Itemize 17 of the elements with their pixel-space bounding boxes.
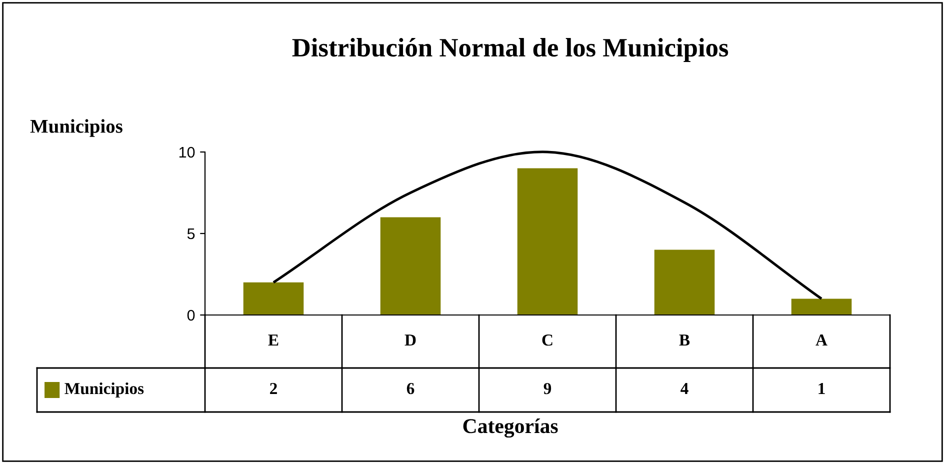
data-label: 4	[680, 383, 688, 394]
data-label: 9	[544, 382, 552, 394]
y-tick-label: 0	[187, 310, 195, 321]
x-tick-label: E	[268, 334, 278, 346]
x-tick-label: C	[542, 334, 552, 346]
chart-title: Distribución Normal de los Municipios	[292, 38, 728, 62]
y-tick-label: 5	[187, 228, 195, 240]
y-tick-label: 10	[179, 146, 195, 158]
x-axis-title: Categorías	[463, 418, 558, 438]
x-tick-label: D	[404, 334, 416, 346]
data-label: 1	[818, 383, 825, 394]
y-axis-title: Municipios	[30, 119, 122, 137]
data-label: 6	[406, 382, 414, 394]
x-tick-label: A	[816, 334, 828, 346]
x-tick-label: B	[679, 334, 690, 346]
legend-label: Municipios	[64, 382, 144, 398]
data-label: 2	[270, 382, 277, 394]
